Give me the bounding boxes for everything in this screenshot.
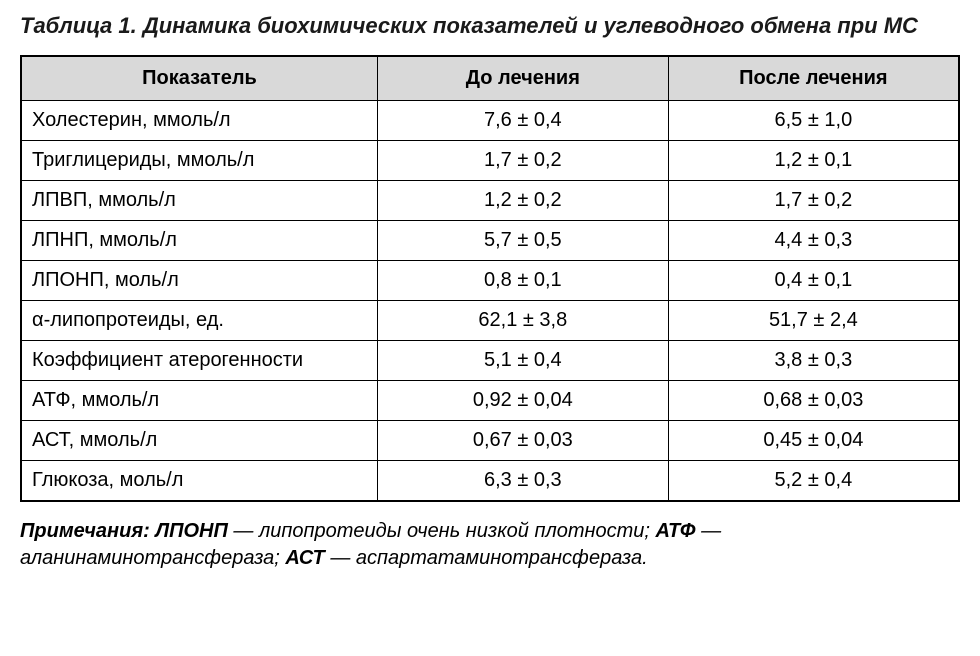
col-header-before: До лечения [377,56,668,101]
table-header-row: Показатель До лечения После лечения [21,56,959,101]
note-punct: ; [274,547,285,569]
cell-parameter: ЛПНП, ммоль/л [21,220,377,260]
table-row: Холестерин, ммоль/л 7,6 ± 0,4 6,5 ± 1,0 [21,100,959,140]
cell-before: 5,1 ± 0,4 [377,340,668,380]
table-row: АСТ, ммоль/л 0,67 ± 0,03 0,45 ± 0,04 [21,420,959,460]
table-row: Триглицериды, ммоль/л 1,7 ± 0,2 1,2 ± 0,… [21,140,959,180]
note-punct: . [642,547,648,569]
table-row: Глюкоза, моль/л 6,3 ± 0,3 5,2 ± 0,4 [21,460,959,501]
cell-before: 0,67 ± 0,03 [377,420,668,460]
biochem-table: Показатель До лечения После лечения Холе… [20,55,960,502]
note-sep: — [330,547,356,569]
table-row: ЛПВП, ммоль/л 1,2 ± 0,2 1,7 ± 0,2 [21,180,959,220]
table-title: Таблица 1. Динамика биохимических показа… [20,12,960,41]
cell-after: 0,45 ± 0,04 [668,420,959,460]
cell-after: 1,7 ± 0,2 [668,180,959,220]
note-sep: — [701,520,721,542]
note-abbr: АСТ [285,547,324,569]
note-sep: — [233,520,259,542]
cell-before: 62,1 ± 3,8 [377,300,668,340]
cell-parameter: ЛПВП, ммоль/л [21,180,377,220]
cell-parameter: Триглицериды, ммоль/л [21,140,377,180]
cell-parameter: Глюкоза, моль/л [21,460,377,501]
col-header-after: После лечения [668,56,959,101]
note-abbr: ЛПОНП [155,520,228,542]
cell-after: 3,8 ± 0,3 [668,340,959,380]
note-def: аланинаминотрансфераза [20,547,274,569]
cell-before: 1,2 ± 0,2 [377,180,668,220]
cell-before: 0,92 ± 0,04 [377,380,668,420]
table-row: ЛПОНП, моль/л 0,8 ± 0,1 0,4 ± 0,1 [21,260,959,300]
cell-after: 1,2 ± 0,1 [668,140,959,180]
cell-before: 6,3 ± 0,3 [377,460,668,501]
cell-after: 5,2 ± 0,4 [668,460,959,501]
note-punct: ; [644,520,655,542]
cell-before: 1,7 ± 0,2 [377,140,668,180]
note-def: липопротеиды очень низкой плотности [259,520,644,542]
notes-prefix: Примечания: [20,520,150,542]
cell-after: 4,4 ± 0,3 [668,220,959,260]
table-row: АТФ, ммоль/л 0,92 ± 0,04 0,68 ± 0,03 [21,380,959,420]
table-body: Холестерин, ммоль/л 7,6 ± 0,4 6,5 ± 1,0 … [21,100,959,501]
cell-parameter: АСТ, ммоль/л [21,420,377,460]
table-row: α-липопротеиды, ед. 62,1 ± 3,8 51,7 ± 2,… [21,300,959,340]
cell-after: 0,68 ± 0,03 [668,380,959,420]
cell-before: 7,6 ± 0,4 [377,100,668,140]
cell-after: 51,7 ± 2,4 [668,300,959,340]
cell-before: 0,8 ± 0,1 [377,260,668,300]
col-header-parameter: Показатель [21,56,377,101]
cell-parameter: Холестерин, ммоль/л [21,100,377,140]
cell-parameter: α-липопротеиды, ед. [21,300,377,340]
cell-parameter: ЛПОНП, моль/л [21,260,377,300]
cell-parameter: АТФ, ммоль/л [21,380,377,420]
table-row: ЛПНП, ммоль/л 5,7 ± 0,5 4,4 ± 0,3 [21,220,959,260]
cell-parameter: Коэффициент атерогенности [21,340,377,380]
note-def: аспартатаминотрансфераза [356,547,642,569]
table-notes: Примечания: ЛПОНП — липопротеиды очень н… [20,518,960,572]
cell-after: 6,5 ± 1,0 [668,100,959,140]
cell-before: 5,7 ± 0,5 [377,220,668,260]
cell-after: 0,4 ± 0,1 [668,260,959,300]
note-abbr: АТФ [656,520,696,542]
table-row: Коэффициент атерогенности 5,1 ± 0,4 3,8 … [21,340,959,380]
